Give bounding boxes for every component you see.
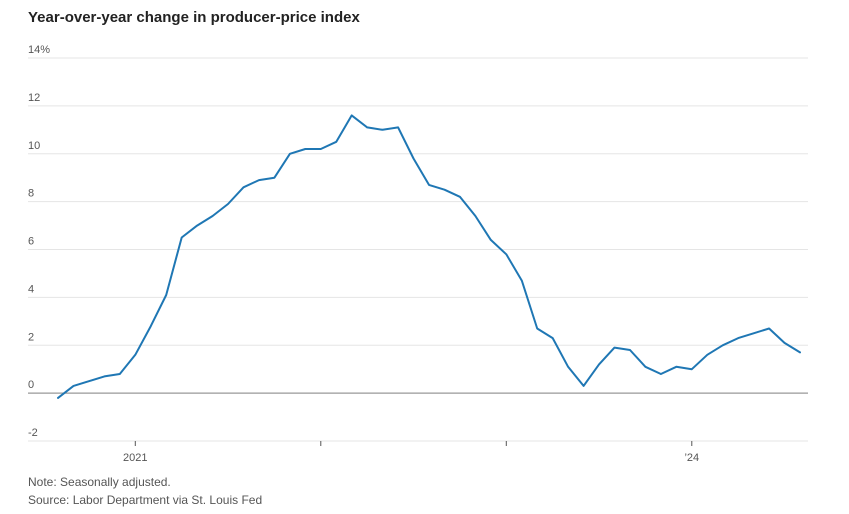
y-tick-label: 2 — [28, 331, 34, 343]
gridlines — [28, 57, 808, 442]
y-tick-label: 10 — [28, 140, 40, 152]
y-tick-label: 0 — [28, 379, 34, 391]
x-tick-label: 2021 — [123, 452, 147, 464]
chart-title: Year-over-year change in producer-price … — [28, 9, 360, 26]
y-tick-label: 12 — [28, 92, 40, 104]
series — [57, 114, 801, 399]
chart-source: Source: Labor Department via St. Louis F… — [28, 493, 263, 507]
y-tick-label: 14% — [28, 44, 50, 56]
y-axis-labels: 14% 12 10 8 6 4 2 0 -2 — [28, 44, 50, 439]
y-tick-label: 8 — [28, 188, 34, 200]
x-axis: 2021 ’24 — [123, 441, 699, 464]
line-chart: 14% 12 10 8 6 4 2 0 -2 2021 ’24 — [28, 44, 808, 464]
y-tick-label: 6 — [28, 236, 34, 248]
x-tick-label: ’24 — [684, 452, 699, 464]
y-tick-label: -2 — [28, 427, 38, 439]
ppi-yoy-line — [57, 114, 801, 399]
y-tick-label: 4 — [28, 283, 34, 295]
chart-note: Note: Seasonally adjusted. — [28, 475, 171, 489]
